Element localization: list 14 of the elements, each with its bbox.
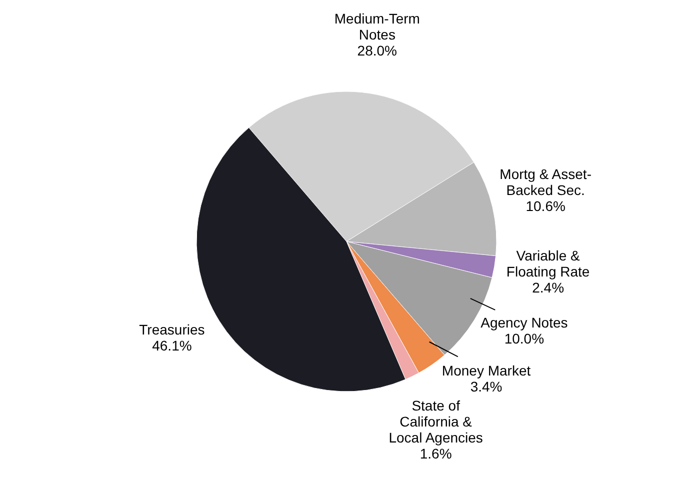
- data-label: 10.6%: [526, 198, 566, 214]
- data-label: 2.4%: [532, 280, 564, 296]
- data-label: 46.1%: [152, 337, 192, 354]
- data-label: 28.0%: [357, 42, 398, 58]
- slice-label: Medium-Term Notes: [334, 10, 420, 42]
- slice-label: Agency Notes: [480, 314, 568, 330]
- slice-label: Treasuries: [139, 321, 205, 338]
- data-label: 3.4%: [470, 378, 502, 394]
- data-label: 1.6%: [420, 445, 452, 462]
- slice-label: Money Market: [442, 362, 531, 378]
- slice-label: Mortg & Asset-Backed Sec.: [500, 166, 592, 198]
- slice-label: State of California & Local Agencies: [388, 397, 483, 446]
- slice-label: Variable & Floating Rate: [506, 248, 590, 280]
- data-label: 10.0%: [504, 330, 544, 346]
